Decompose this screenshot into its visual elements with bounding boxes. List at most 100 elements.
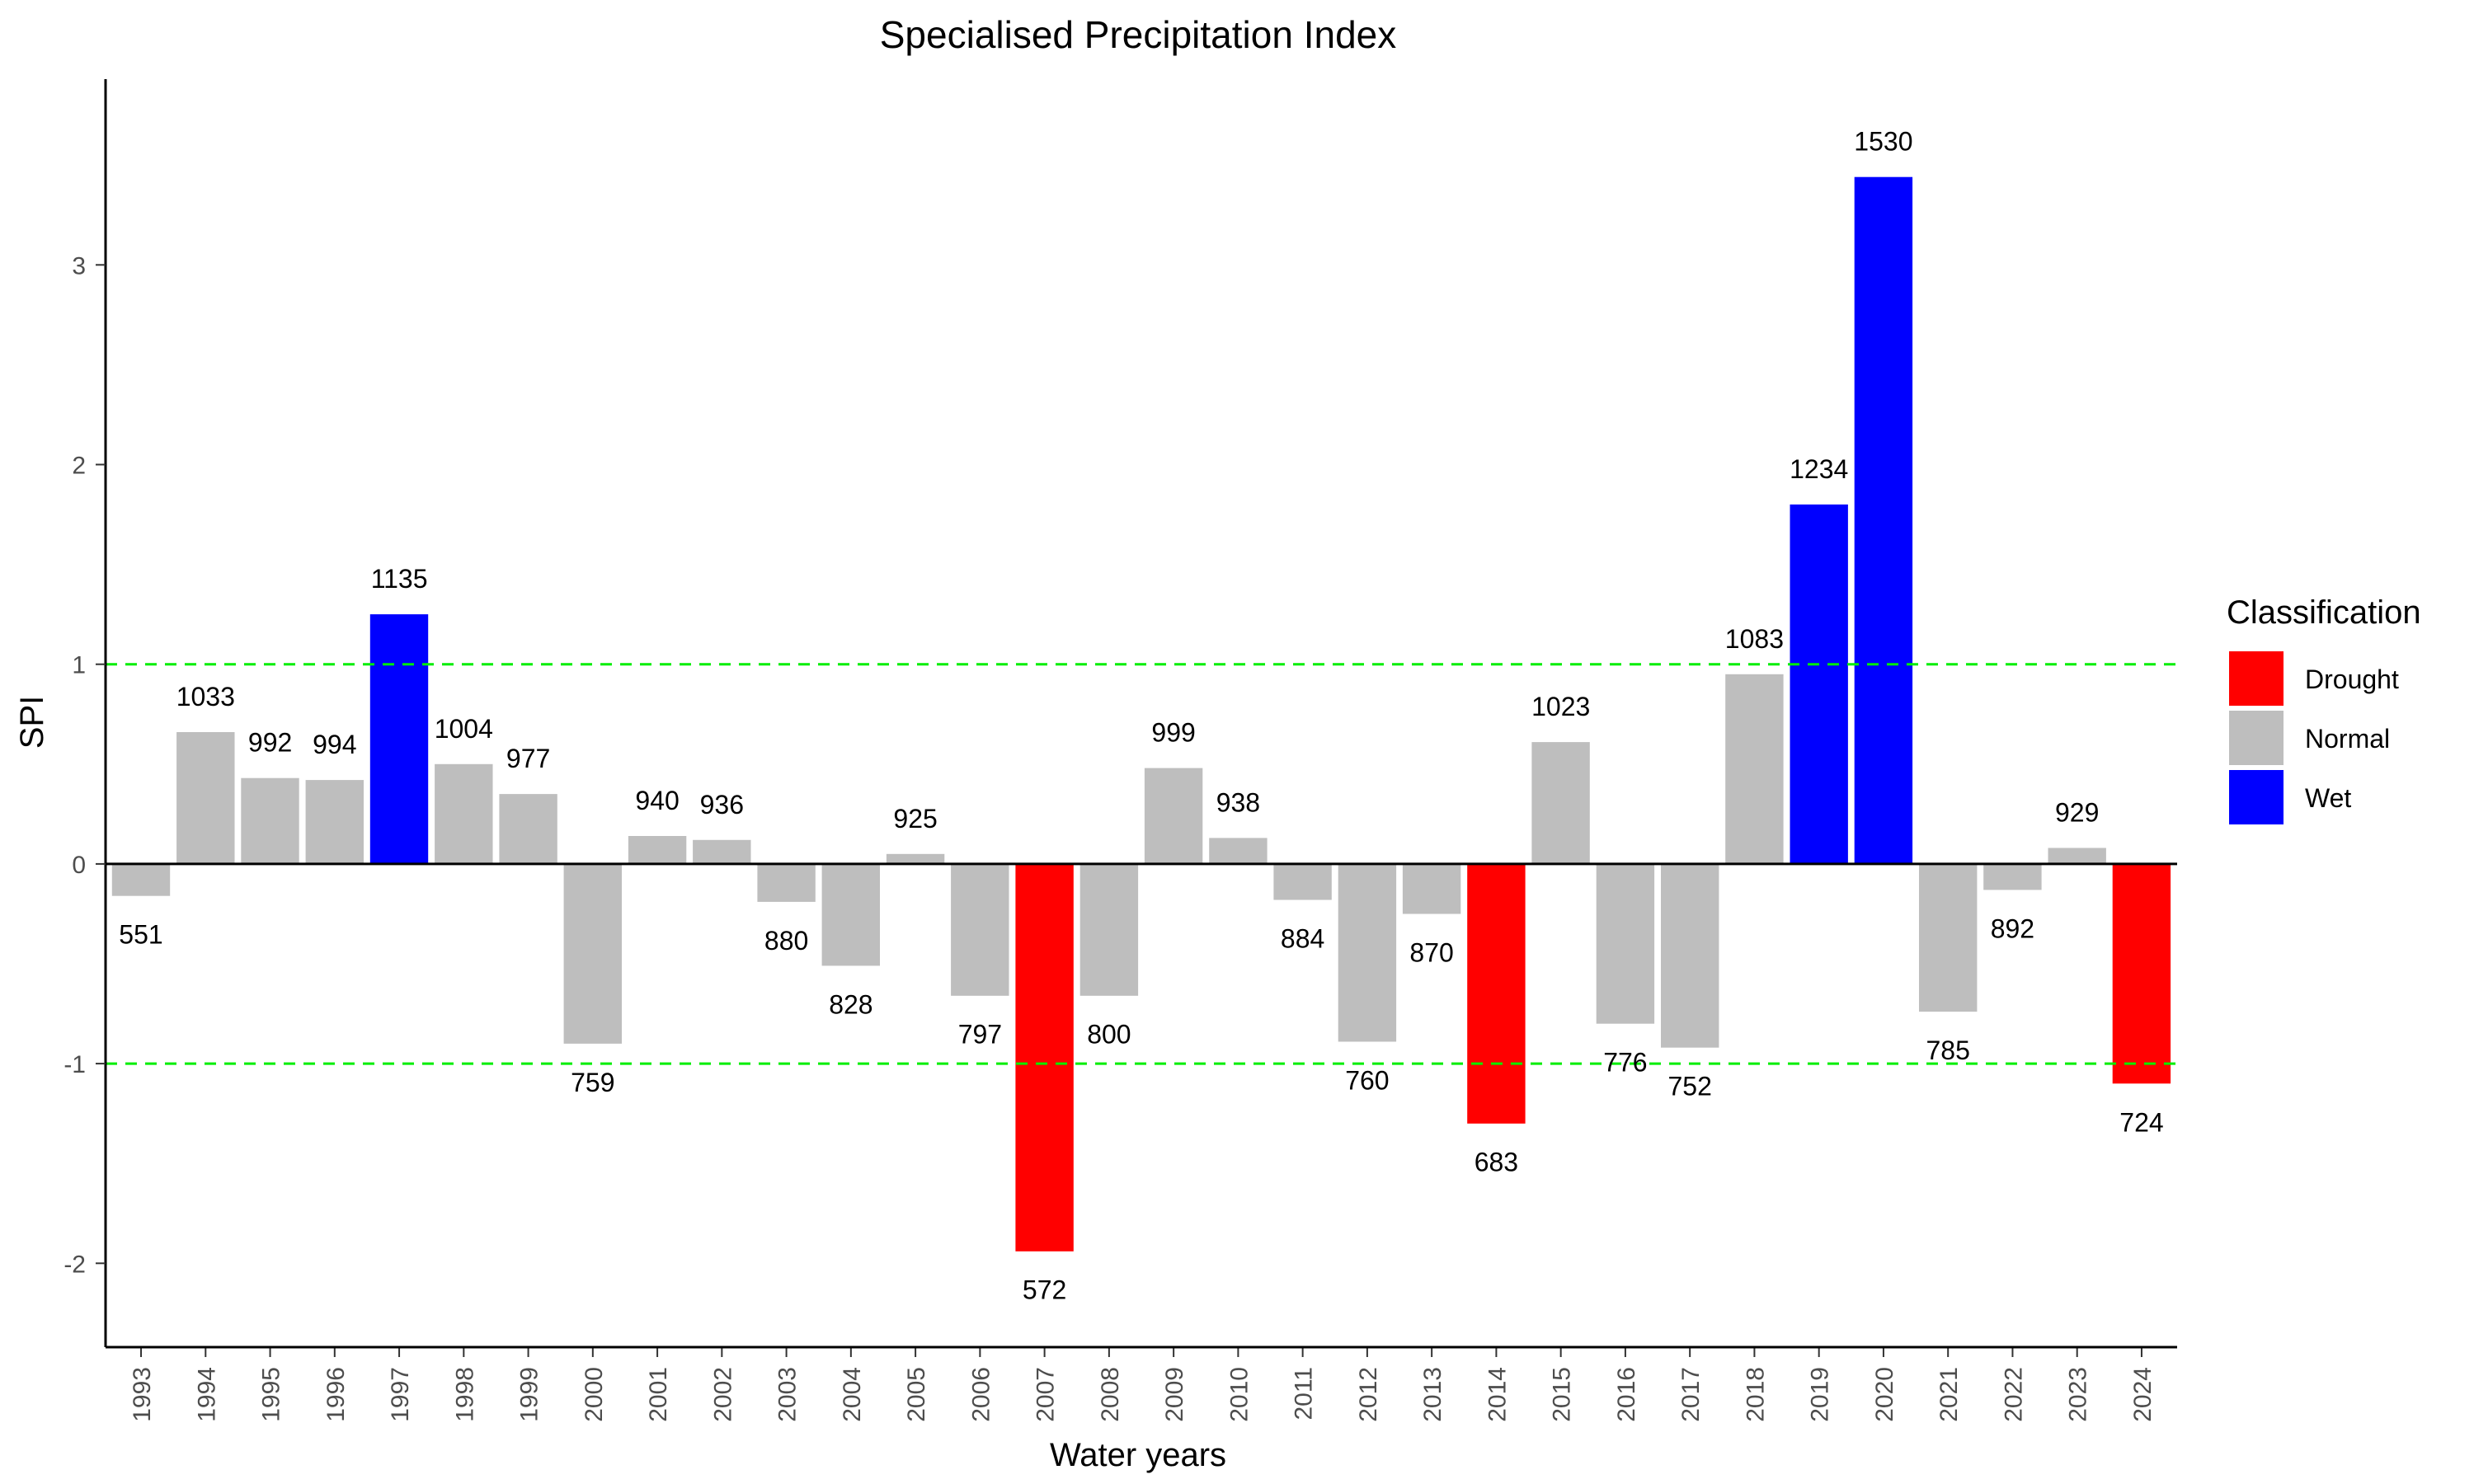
bar-2003 [757,863,816,902]
x-tick-label-2013: 2013 [1419,1367,1446,1422]
bar-label-2012: 760 [1345,1065,1389,1095]
bar-label-2019: 1234 [1790,454,1848,484]
bar-2016 [1596,863,1655,1024]
x-tick-label-2020: 2020 [1871,1367,1898,1422]
x-tick-label-2023: 2023 [2065,1367,2092,1422]
bar-2018 [1725,674,1784,864]
bar-2007 [1015,863,1074,1252]
x-tick-label-2009: 2009 [1161,1367,1188,1422]
plot-area: 551 1033 992 994 1135 1004 977 759 940 936 880 828 9… [63,79,2177,1422]
bar-2021 [1919,863,1978,1012]
bar-label-1996: 994 [313,730,356,759]
x-tick-label-2001: 2001 [645,1367,672,1422]
bar-label-2018: 1083 [1725,624,1784,654]
bar-1998 [435,763,493,864]
bar-1995 [241,777,299,864]
legend-swatch-drought [2229,651,2284,706]
bar-label-2014: 683 [1475,1148,1518,1177]
bar-2009 [1144,768,1203,864]
x-tick-label-2011: 2011 [1291,1367,1318,1421]
y-axis-title: SPI [14,696,50,749]
bar-2014 [1467,863,1526,1124]
bar-1993 [111,863,171,896]
bar-label-2022: 892 [1991,913,2034,943]
x-tick-label-1993: 1993 [129,1367,156,1422]
x-tick-label-2014: 2014 [1484,1367,1511,1422]
legend-label-drought: Drought [2305,665,2399,694]
bar-2015 [1531,742,1590,864]
bar-label-2011: 884 [1281,924,1324,954]
y-tick-label-0: 0 [72,852,86,879]
x-tick-label-2007: 2007 [1032,1367,1060,1422]
axes: 1993 1994 1995 1996 1997 1998 1999 2000 2001 2002… [63,79,2177,1422]
x-tick-label-2006: 2006 [967,1367,995,1422]
bar-2005 [886,853,945,864]
bar-label-2001: 940 [635,786,679,815]
bar-label-2010: 938 [1216,787,1260,817]
bar-label-1997: 1135 [371,564,428,594]
bar-label-2004: 828 [829,989,872,1019]
bar-2019 [1790,504,1848,864]
x-tick-label-1996: 1996 [322,1367,350,1422]
y-tick-label-2: 2 [72,453,86,480]
x-tick-label-1998: 1998 [451,1367,478,1422]
bar-label-2005: 925 [893,804,937,834]
legend: Classification Drought Normal Wet [2227,594,2421,824]
bar-2011 [1273,863,1332,900]
x-tick-label-2024: 2024 [2129,1367,2157,1422]
bar-label-2008: 800 [1087,1020,1131,1050]
x-tick-label-2018: 2018 [1742,1367,1769,1422]
bar-label-2007: 572 [1023,1275,1066,1305]
bar-label-1995: 992 [248,728,292,758]
x-tick-label-2008: 2008 [1097,1367,1124,1422]
bar-2000 [563,863,622,1044]
x-tick-label-2005: 2005 [903,1367,930,1422]
bar-1997 [369,614,429,864]
threshold-lines [106,663,2177,1065]
legend-items: Drought Normal Wet [2229,651,2399,824]
bar-2023 [2048,848,2106,864]
legend-swatch-normal [2229,711,2284,765]
bar-label-2006: 797 [958,1020,1002,1050]
bar-2002 [693,839,751,864]
bar-label-1999: 977 [506,744,550,773]
bar-2004 [821,863,880,966]
x-tick-label-2010: 2010 [1225,1367,1253,1422]
bar-label-2015: 1023 [1531,692,1590,721]
bars-layer [111,176,2171,1252]
chart-title: Specialised Precipitation Index [880,13,1396,56]
x-tick-label-2015: 2015 [1549,1367,1576,1422]
legend-swatch-wet [2229,770,2284,824]
bar-label-1993: 551 [119,920,162,950]
x-tick-label-1999: 1999 [516,1367,543,1422]
bar-2013 [1402,863,1461,914]
x-tick-label-2002: 2002 [709,1367,736,1422]
x-tick-label-1997: 1997 [387,1367,414,1422]
bar-2022 [1983,863,2042,890]
y-tick-label--1: -1 [63,1051,86,1078]
legend-title: Classification [2227,594,2421,631]
x-tick-label-1994: 1994 [193,1367,220,1422]
bar-label-2002: 936 [700,790,744,819]
bar-label-2017: 752 [1668,1072,1712,1101]
bar-label-1994: 1033 [176,682,235,711]
x-tick-label-2000: 2000 [581,1367,608,1422]
bar-label-2000: 759 [571,1068,614,1097]
y-tick-label-3: 3 [72,252,86,279]
bar-2001 [628,836,687,864]
bar-2020 [1854,176,1913,864]
x-tick-label-2019: 2019 [1807,1367,1834,1422]
x-tick-label-2021: 2021 [1935,1367,1963,1422]
bar-label-1998: 1004 [435,714,493,744]
bar-label-2003: 880 [764,926,808,956]
bar-label-2016: 776 [1603,1048,1647,1078]
bar-2010 [1209,838,1268,864]
bar-value-labels: 551 1033 992 994 1135 1004 977 759 940 936 880 828 9… [119,127,2163,1305]
x-tick-label-2003: 2003 [774,1367,802,1422]
x-tick-label-2016: 2016 [1613,1367,1640,1422]
bar-1996 [305,780,364,864]
bar-label-2020: 1530 [1854,127,1912,157]
x-tick-label-2022: 2022 [2000,1367,2027,1422]
y-tick-label--2: -2 [63,1251,86,1278]
